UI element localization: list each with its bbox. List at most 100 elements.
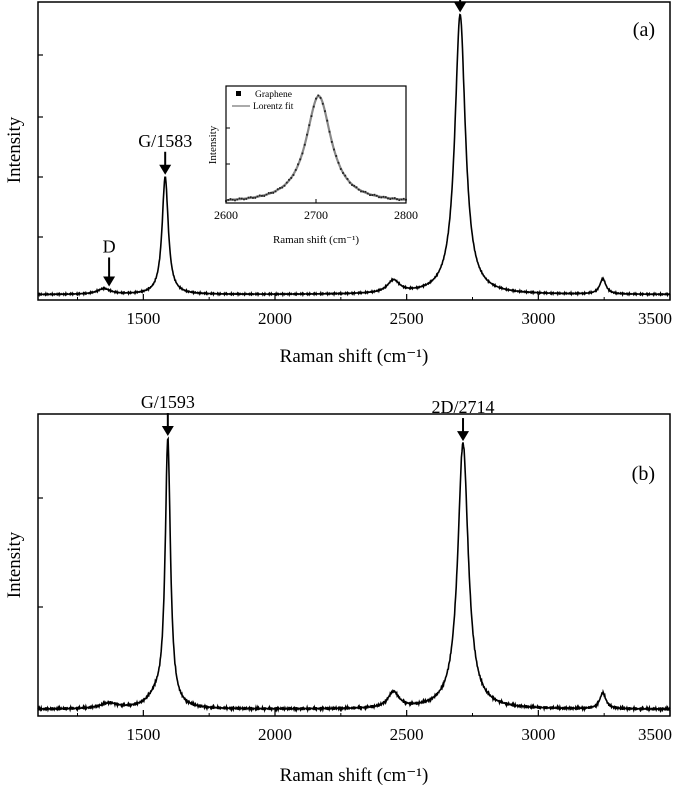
inset-x-label: Raman shift (cm⁻¹) (273, 234, 359, 246)
peak-annotations-b: G/1593 2D/2714 (141, 392, 495, 442)
inset-point (362, 190, 365, 193)
inset-point (281, 186, 284, 189)
inset-point (290, 177, 293, 179)
inset-point (299, 158, 302, 161)
peak-label: D (103, 236, 116, 256)
inset-point (382, 195, 385, 198)
legend-entry-lorentz: Lorentz fit (253, 101, 294, 112)
inset-point (387, 197, 389, 200)
inset-point (375, 194, 378, 197)
inset-point (252, 197, 254, 199)
inset-point (355, 186, 358, 189)
inset-point (249, 196, 252, 199)
inset-point (364, 190, 367, 193)
panel-b: (b) Raman shift (cm⁻¹) Intensity 1500 200… (4, 392, 672, 786)
inset-point (265, 193, 268, 196)
inset-point (274, 190, 277, 193)
panel-label-b: (b) (632, 463, 655, 485)
inset-point (267, 192, 270, 194)
inset-point (373, 193, 376, 196)
x-axis-label-b: Raman shift (cm⁻¹) (280, 765, 429, 786)
inset-point (389, 198, 392, 200)
inset-point (319, 97, 322, 99)
inset-point (283, 184, 286, 187)
inset-point (330, 141, 333, 143)
inset-point (310, 115, 313, 118)
inset-point (247, 196, 250, 199)
inset-point (317, 94, 320, 97)
x-tick-label: 3000 (521, 725, 555, 744)
x-tick-label: 2000 (258, 725, 292, 744)
inset-point (396, 198, 398, 201)
inset-point (378, 196, 380, 199)
inset-plot: 2600 2700 2800 Raman shift (cm⁻¹) Intensit… (207, 85, 418, 246)
peak-arrow-head (457, 431, 470, 442)
inset-point (337, 161, 340, 164)
x-axis-label-a: Raman shift (cm⁻¹) (280, 346, 429, 367)
panel-label-a: (a) (633, 19, 655, 41)
y-axis-label-b: Intensity (4, 531, 25, 598)
legend-marker-graphene (236, 91, 241, 96)
inset-point (333, 148, 335, 151)
inset-point (240, 197, 243, 200)
inset-point (285, 181, 288, 184)
inset-point (243, 198, 245, 201)
x-tick-label: 1500 (126, 725, 160, 744)
inset-point (270, 191, 272, 194)
inset-point (236, 198, 239, 201)
inset-point (297, 163, 299, 166)
plot-frame-b (37, 413, 671, 717)
x-ticks-a: 1500 2000 2500 3000 3500 (77, 294, 672, 328)
inset-point (238, 197, 241, 200)
inset-point (348, 181, 351, 184)
inset-point (369, 194, 371, 197)
inset-x-tick-label: 2800 (394, 208, 418, 222)
inset-point (326, 119, 329, 122)
inset-point (351, 184, 353, 186)
inset-point (254, 196, 257, 199)
inset-point (344, 174, 347, 177)
inset-point (353, 184, 356, 187)
y-ticks-a (38, 54, 43, 238)
inset-point (393, 197, 396, 199)
inset-point (258, 194, 261, 197)
peak-label: G/1593 (141, 392, 195, 412)
inset-point (227, 199, 230, 201)
inset-point (256, 195, 259, 198)
spectrum-line-a (37, 13, 671, 298)
inset-point (398, 199, 401, 202)
spectrum-line-b (37, 436, 671, 714)
peak-label: G/1583 (138, 131, 192, 151)
inset-point (303, 143, 306, 146)
x-ticks-b: 1500 2000 2500 3000 3500 (77, 710, 672, 744)
inset-point (339, 168, 342, 170)
inset-point (360, 190, 362, 193)
inset-point (276, 188, 279, 191)
inset-point (288, 178, 290, 181)
inset-point (261, 194, 263, 197)
x-tick-label: 2000 (258, 309, 292, 328)
inset-point (400, 198, 403, 201)
panel-a: (a) Raman shift (cm⁻¹) Intensity 1500 200… (4, 0, 672, 367)
y-ticks-b (38, 497, 43, 608)
inset-x-tick-label: 2600 (214, 208, 238, 222)
y-axis-label-a: Intensity (4, 116, 25, 183)
inset-x-ticks: 2600 2700 2800 (214, 127, 418, 222)
inset-point (366, 192, 369, 195)
peak-annotations-a: DG/15832D/2703 (103, 0, 467, 287)
x-tick-label: 1500 (126, 309, 160, 328)
inset-point (380, 196, 383, 199)
inset-point (292, 174, 295, 176)
inset-point (231, 198, 234, 201)
inset-point (402, 197, 405, 200)
inset-point (342, 172, 344, 174)
inset-point (263, 195, 266, 197)
inset-y-label: Intensity (207, 125, 219, 164)
inset-point (371, 194, 374, 197)
inset-point (335, 155, 338, 157)
inset-point (234, 199, 236, 202)
inset-point (391, 197, 394, 200)
inset-point (279, 187, 281, 189)
peak-arrow-head (454, 2, 467, 13)
